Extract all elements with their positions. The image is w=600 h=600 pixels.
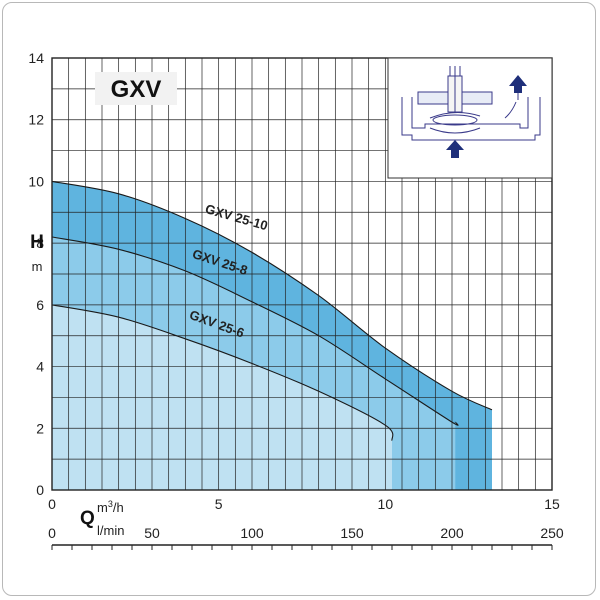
y-tick-label-0: 0: [36, 482, 44, 498]
y-tick-label-5: 10: [28, 173, 44, 189]
x-axis-unit-bottom: l/min: [97, 523, 124, 538]
lmin-scale: 0 50 100 150 200 250: [48, 525, 564, 550]
lmin-tick-label-0: 0: [48, 525, 56, 541]
grid: [52, 58, 552, 490]
x-axis-label: Q: [80, 508, 95, 529]
y-axis-label: H: [30, 232, 44, 253]
chart-title: GXV: [111, 76, 162, 103]
curve-series-2: [52, 304, 394, 441]
y-axis-unit: m: [32, 259, 43, 274]
x-tick-label-0: 0: [48, 496, 56, 512]
lmin-tick-label-1: 50: [144, 525, 160, 541]
curve-series-1: [52, 236, 459, 426]
y-tick-label-1: 2: [36, 420, 44, 436]
outlet-arrow-icon: [509, 75, 527, 93]
x-axis-unit-top: m3/h: [97, 499, 124, 515]
title-box: [95, 72, 177, 105]
y-tick-label-7: 14: [28, 50, 44, 66]
y-tick-label-6: 12: [28, 112, 44, 128]
x-tick-label-3: 15: [544, 496, 560, 512]
inlet-arrow-icon: [446, 140, 464, 158]
lmin-tick-label-5: 250: [540, 525, 564, 541]
y-tick-label-3: 6: [36, 297, 44, 313]
y-tick-label-4: 8: [36, 235, 44, 251]
lmin-tick-label-2: 100: [240, 525, 264, 541]
plot-border: [51, 57, 553, 491]
y-tick-label-2: 4: [36, 359, 44, 375]
x-tick-label-2: 10: [378, 496, 394, 512]
x-tick-label-1: 5: [215, 496, 223, 512]
pump-diagram: [387, 57, 553, 179]
lmin-tick-label-3: 150: [340, 525, 364, 541]
curve-series-0: [52, 180, 493, 411]
lmin-tick-label-4: 200: [440, 525, 464, 541]
